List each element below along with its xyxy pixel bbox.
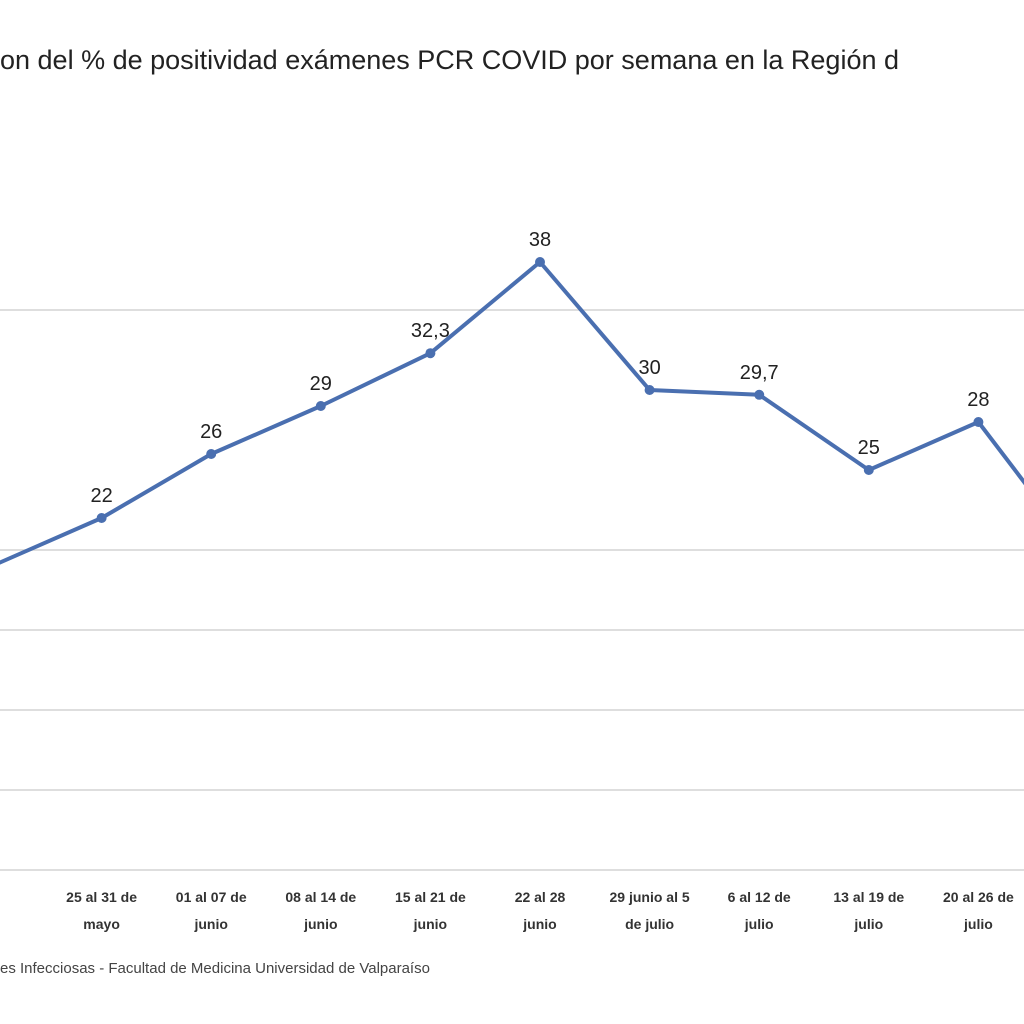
data-label-2: 26	[200, 421, 222, 443]
data-point-8	[863, 465, 874, 475]
data-point-1	[96, 513, 107, 523]
x-tick-label-5-1: junio	[522, 916, 556, 932]
x-tick-label-6-1: de julio	[625, 916, 674, 932]
gridlines	[0, 309, 1024, 871]
data-label-9: 28	[967, 389, 989, 411]
x-tick-label-4-0: 15 al 21 de	[395, 889, 466, 905]
x-tick-label-8-1: julio	[853, 916, 883, 932]
data-points	[96, 257, 984, 523]
data-point-4	[425, 348, 436, 359]
data-point-2	[206, 449, 217, 459]
data-label-8: 25	[858, 437, 880, 459]
chart-title-text: on del % de positividad exámenes PCR COV…	[0, 45, 899, 75]
series-polyline	[0, 260, 1024, 565]
data-label-6: 30	[638, 357, 660, 379]
x-tick-label-1-0: 25 al 31 de	[66, 889, 137, 905]
x-tick-label-7-0: 6 al 12 de	[728, 889, 791, 905]
data-label-4: 32,3	[411, 320, 450, 342]
x-tick-label-2-1: junio	[193, 916, 227, 932]
x-tick-label-8-0: 13 al 19 de	[833, 889, 904, 905]
data-label-3: 29	[310, 373, 332, 395]
x-tick-label-3-1: junio	[303, 916, 337, 932]
x-tick-label-9-1: julio	[963, 916, 993, 932]
x-tick-label-2-0: 01 al 07 de	[176, 889, 247, 905]
x-tick-label-6-0: 29 junio al 5	[610, 889, 690, 905]
data-point-7	[754, 389, 765, 400]
source-note: es Infecciosas - Facultad de Medicina Un…	[0, 960, 430, 977]
x-tick-label-4-1: junio	[413, 916, 447, 932]
chart-title: on del % de positividad exámenes PCR COV…	[0, 38, 1024, 82]
x-tick-label-5-0: 22 al 28	[515, 889, 566, 905]
x-tick-label-9-0: 20 al 26 de	[943, 889, 1014, 905]
x-tick-label-7-1: julio	[744, 916, 774, 932]
series-line	[0, 260, 1024, 565]
data-label-1: 22	[90, 485, 112, 507]
data-point-5	[535, 257, 545, 267]
x-tick-label-3-0: 08 al 14 de	[285, 889, 356, 905]
data-label-5: 38	[529, 229, 551, 251]
data-point-9	[973, 417, 984, 427]
data-point-6	[644, 385, 655, 395]
x-tick-label-1-1: mayo	[83, 916, 120, 932]
x-axis-tick-labels: 25 al 31 de mayo 01 al 07 de junio 08 al 14 …	[66, 889, 1014, 932]
data-labels: 22 26 29 32,3 38 30 29,7 25 28	[90, 229, 989, 507]
data-point-3	[315, 401, 326, 411]
data-label-7: 29,7	[740, 362, 779, 384]
